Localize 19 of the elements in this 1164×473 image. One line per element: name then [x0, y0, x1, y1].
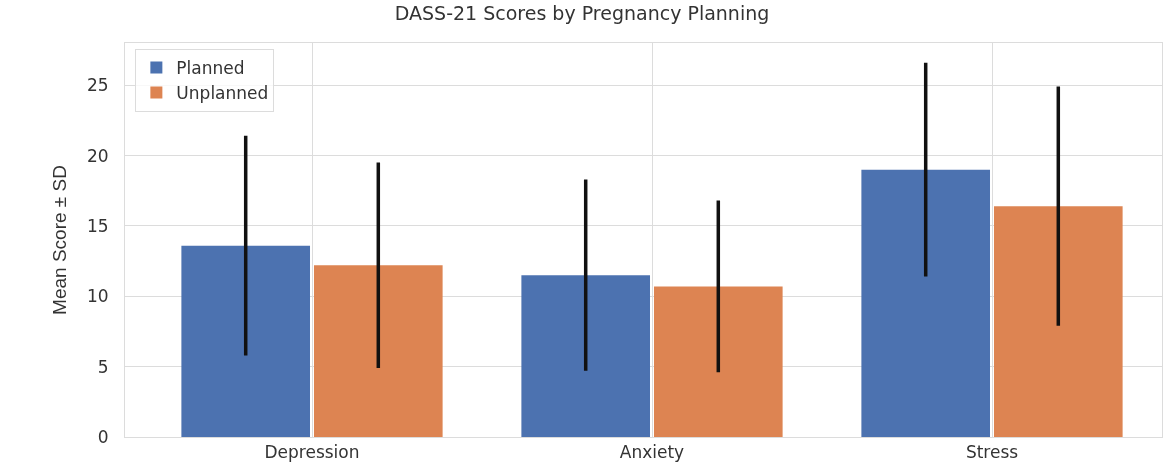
bar [993, 206, 1123, 437]
chart-title: DASS-21 Scores by Pregnancy Planning [394, 2, 770, 25]
y-axis-title: Mean Score ± SD [48, 165, 70, 315]
bar [653, 286, 783, 437]
y-tick-label: 15 [86, 215, 109, 236]
bar [181, 245, 311, 437]
bar [861, 169, 991, 437]
x-tick-label: Stress [965, 442, 1019, 463]
y-tick-label: 20 [86, 145, 109, 166]
y-tick-label: 10 [86, 286, 109, 307]
legend-label: Planned [176, 58, 245, 79]
y-tick-label: 0 [97, 426, 109, 447]
bar [521, 275, 651, 437]
legend-label: Unplanned [176, 83, 269, 104]
x-tick-label: Depression [264, 442, 360, 463]
y-tick-label: 5 [97, 356, 109, 377]
y-tick-label: 25 [86, 75, 109, 96]
x-tick-label: Anxiety [619, 442, 685, 463]
bar [313, 265, 443, 437]
